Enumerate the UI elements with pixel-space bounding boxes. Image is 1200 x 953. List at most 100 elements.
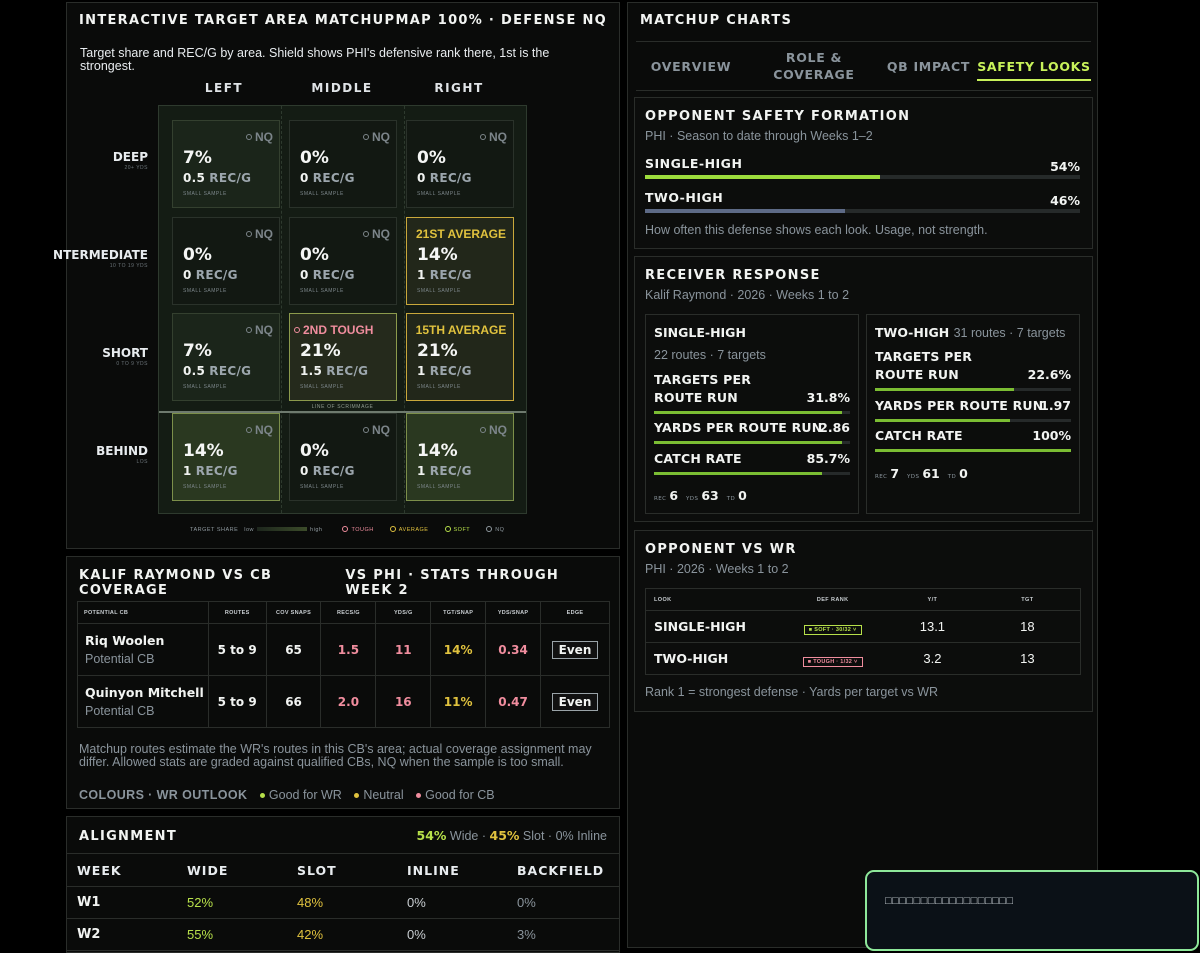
shield-icon	[480, 427, 486, 433]
shield-icon	[363, 427, 369, 433]
legend-tough: TOUGH	[351, 527, 374, 533]
metric-bar-fill	[654, 411, 843, 414]
alignment-wide: 52%	[177, 886, 287, 919]
colour-legend: COLOURS · WR OUTLOOK Good for WR Neutral…	[79, 788, 495, 802]
tab-role-coverage[interactable]: ROLE & COVERAGE	[773, 50, 855, 82]
zone-rec-per-game: 1 REC/G	[417, 364, 472, 378]
target-zone[interactable]: NQ 0% 0 REC/G SMALL SAMPLE	[289, 413, 397, 501]
target-zone[interactable]: NQ 7% 0.5 REC/G SMALL SAMPLE	[172, 120, 280, 208]
alignment-col-header: BACKFIELD	[507, 853, 619, 887]
zone-rank: NQ	[246, 130, 273, 144]
alignment-backfield: 0%	[507, 886, 619, 919]
target-zone[interactable]: NQ 7% 0.5 REC/G SMALL SAMPLE	[172, 313, 280, 401]
cb-recs-g: 1.5	[320, 623, 377, 676]
tough-shield-icon	[342, 526, 349, 532]
opp-wr-title: OPPONENT VS WR	[645, 542, 797, 557]
table-row: W1 52% 48% 0% 0%	[67, 886, 619, 919]
shield-icon	[246, 427, 252, 433]
table-row[interactable]: Quinyon Mitchell Potential CB 5 to 9 66 2…	[77, 675, 610, 728]
zone-rank: NQ	[246, 323, 273, 337]
two-high-card: TWO-HIGH 31 routes · 7 targets TARGETS P…	[866, 314, 1080, 514]
cb-yds-snap: 0.47	[485, 675, 542, 728]
opp-wr-footnote: Rank 1 = strongest defense · Yards per t…	[645, 685, 939, 699]
cb-edge-cell: Even	[540, 623, 610, 676]
zone-rec-per-game: 0 REC/G	[417, 171, 472, 185]
safety-subtitle: PHI · Season to date through Weeks 1–2	[645, 129, 873, 143]
zone-rec-per-game: 0 REC/G	[183, 268, 238, 282]
cb-recs-g: 2.0	[320, 675, 377, 728]
cb-name-cell: Riq Woolen Potential CB	[77, 623, 209, 676]
zone-rec-per-game: 0 REC/G	[300, 268, 355, 282]
row-short: SHORT 0 TO 9 YDS	[102, 346, 148, 367]
zone-rank: NQ	[480, 130, 507, 144]
table-row[interactable]: Riq Woolen Potential CB 5 to 9 65 1.5 11 …	[77, 623, 610, 676]
shield-icon	[246, 231, 252, 237]
alignment-backfield: 3%	[507, 918, 619, 951]
target-zone[interactable]: NQ 14% 1 REC/G SMALL SAMPLE	[172, 413, 280, 501]
legend-low: low	[244, 527, 255, 533]
cb-col-header: RECS/G	[320, 601, 377, 624]
cb-col-header: EDGE	[540, 601, 610, 624]
metric-value: 22.6%	[1027, 367, 1071, 382]
safety-bar-value: 54%	[1050, 159, 1080, 174]
alignment-table: WEEK WIDE SLOT INLINE BACKFIELD W1 52% 4…	[67, 853, 619, 951]
cb-coverage-meta: VS PHI · STATS THROUGH WEEK 2	[345, 568, 560, 598]
tab-qb-impact[interactable]: QB IMPACT	[886, 58, 971, 74]
cb-cov-snaps: 66	[265, 675, 322, 728]
opp-wr-rank-cell: ■ TOUGH · 1/32 ˅	[775, 642, 890, 675]
cb-yds-snap: 0.34	[485, 623, 542, 676]
metric-row: CATCH RATE 100%	[875, 427, 1071, 452]
cb-tgt-snap: 11%	[430, 675, 487, 728]
metric-label: TARGETS PER ROUTE RUN	[875, 349, 973, 382]
safety-bar-single-high: SINGLE-HIGH 54%	[645, 156, 1080, 179]
metric-row: CATCH RATE 85.7%	[654, 450, 850, 475]
target-zone[interactable]: NQ 0% 0 REC/G SMALL SAMPLE	[289, 120, 397, 208]
line-of-scrimmage	[159, 411, 526, 413]
target-zone[interactable]: 2ND TOUGH 21% 1.5 REC/G SMALL SAMPLE	[289, 313, 397, 401]
alignment-panel: ALIGNMENT 54% Wide · 45% Slot · 0% Inlin…	[66, 816, 620, 953]
target-zone[interactable]: NQ 14% 1 REC/G SMALL SAMPLE	[406, 413, 514, 501]
cb-col-header: YDS/SNAP	[485, 601, 542, 624]
metric-label: CATCH RATE	[654, 451, 742, 466]
zone-target-share: 0%	[300, 441, 329, 461]
zone-note: SMALL SAMPLE	[300, 484, 344, 490]
opp-wr-look: TWO-HIGH	[645, 642, 776, 675]
legend-high: high	[310, 527, 323, 533]
metric-value: 2.86	[819, 420, 850, 435]
target-zone[interactable]: 15TH AVERAGE 21% 1 REC/G SMALL SAMPLE	[406, 313, 514, 401]
zone-rank: NQ	[363, 130, 390, 144]
target-area-title: INTERACTIVE TARGET AREA MATCHUP	[79, 13, 396, 28]
zone-rec-per-game: 0.5 REC/G	[183, 364, 252, 378]
edge-badge: Even	[551, 692, 599, 711]
table-row: TWO-HIGH ■ TOUGH · 1/32 ˅ 3.2 13	[645, 642, 1081, 675]
cb-edge-cell: Even	[540, 675, 610, 728]
alignment-summary: 54% Wide · 45% Slot · 0% Inline	[416, 828, 608, 843]
toast-notification[interactable]: □□□□□□□□□□□□□□□□□□	[865, 870, 1199, 951]
cb-table: POTENTIAL CB ROUTES COV SNAPS RECS/G YDS…	[77, 601, 610, 728]
zone-note: SMALL SAMPLE	[183, 288, 227, 294]
target-zone[interactable]: NQ 0% 0 REC/G SMALL SAMPLE	[172, 217, 280, 305]
zone-rec-per-game: 0 REC/G	[300, 464, 355, 478]
zone-note: SMALL SAMPLE	[183, 191, 227, 197]
metric-value: 85.7%	[806, 451, 850, 466]
opp-wr-col-header: DEF RANK	[775, 588, 890, 611]
zone-note: SMALL SAMPLE	[417, 288, 461, 294]
shield-icon	[246, 327, 252, 333]
zone-note: SMALL SAMPLE	[300, 191, 344, 197]
opp-wr-tgt: 18	[974, 610, 1081, 643]
target-zone[interactable]: 21ST AVERAGE 14% 1 REC/G SMALL SAMPLE	[406, 217, 514, 305]
target-zone[interactable]: NQ 0% 0 REC/G SMALL SAMPLE	[406, 120, 514, 208]
target-zone[interactable]: NQ 0% 0 REC/G SMALL SAMPLE	[289, 217, 397, 305]
tab-safety-looks[interactable]: SAFETY LOOKS	[977, 42, 1091, 90]
zone-rec-per-game: 0.5 REC/G	[183, 171, 252, 185]
opp-wr-col-header: TGT	[974, 588, 1081, 611]
cb-col-header: ROUTES	[207, 601, 267, 624]
colour-good-cb: Good for CB	[425, 788, 495, 802]
cb-cov-snaps: 65	[265, 623, 322, 676]
receiver-response-card: RECEIVER RESPONSE Kalif Raymond · 2026 ·…	[634, 256, 1093, 522]
line-of-scrimmage-label: LINE OF SCRIMMAGE	[311, 404, 374, 410]
tab-overview[interactable]: OVERVIEW	[650, 58, 732, 74]
cb-col-header: POTENTIAL CB	[77, 601, 209, 624]
opponent-vs-wr-card: OPPONENT VS WR PHI · 2026 · Weeks 1 to 2…	[634, 530, 1093, 712]
metric-row: TARGETS PER ROUTE RUN 22.6%	[875, 348, 1071, 391]
